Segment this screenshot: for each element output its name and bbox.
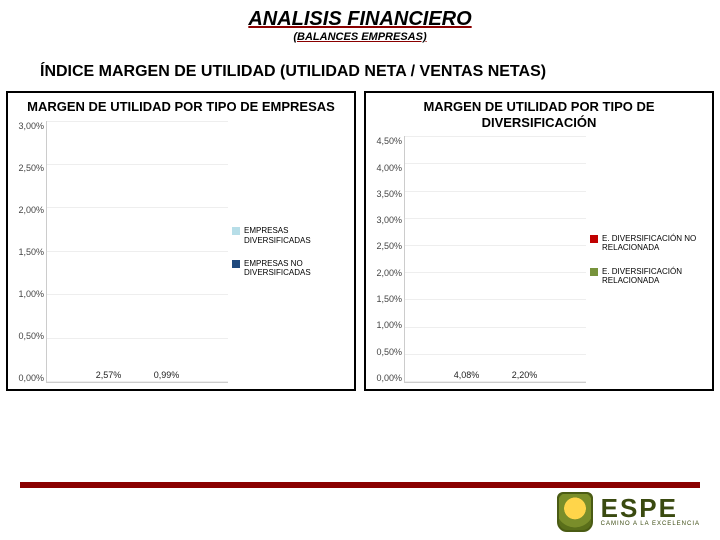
chart-left-bar-wrap: 2,57%	[87, 370, 131, 382]
chart-left-legend: EMPRESAS DIVERSIFICADAS EMPRESAS NO DIVER…	[228, 121, 348, 383]
chart-left-panel: MARGEN DE UTILIDAD POR TIPO DE EMPRESAS …	[6, 91, 356, 391]
chart-right-legend-item: E. DIVERSIFICACIÓN RELACIONADA	[590, 267, 706, 285]
chart-right-legend-item: E. DIVERSIFICACIÓN NO RELACIONADA	[590, 234, 706, 252]
chart-left-legend-label: EMPRESAS NO DIVERSIFICADAS	[244, 259, 348, 277]
charts-row: MARGEN DE UTILIDAD POR TIPO DE EMPRESAS …	[0, 91, 720, 391]
chart-right-bar-wrap: 4,08%	[445, 370, 489, 382]
footer-accent-bar	[20, 482, 700, 488]
chart-right-ytick: 0,50%	[372, 347, 402, 357]
legend-swatch-icon	[232, 227, 240, 235]
chart-left-ytick: 2,50%	[14, 163, 44, 173]
page-title: ANALISIS FINANCIERO	[0, 8, 720, 31]
chart-left-legend-item: EMPRESAS NO DIVERSIFICADAS	[232, 259, 348, 277]
chart-right-legend-label: E. DIVERSIFICACIÓN RELACIONADA	[602, 267, 706, 285]
chart-right-legend: E. DIVERSIFICACIÓN NO RELACIONADA E. DIVE…	[586, 136, 706, 383]
chart-right-area: 0,00% 0,50% 1,00% 1,50% 2,00% 2,50% 3,00% 3,50%…	[372, 136, 586, 383]
chart-left-legend-label: EMPRESAS DIVERSIFICADAS	[244, 226, 348, 244]
chart-left-ytick: 1,00%	[14, 289, 44, 299]
chart-right-ytick: 3,50%	[372, 189, 402, 199]
chart-right-ytick: 4,50%	[372, 136, 402, 146]
chart-right-ytick: 1,50%	[372, 294, 402, 304]
section-title: ÍNDICE MARGEN DE UTILIDAD (UTILIDAD NETA…	[40, 63, 680, 81]
chart-right-legend-label: E. DIVERSIFICACIÓN NO RELACIONADA	[602, 234, 706, 252]
org-tagline: CAMINO A LA EXCELENCIA	[601, 521, 700, 527]
chart-right-title: MARGEN DE UTILIDAD POR TIPO DE DIVERSIFI…	[372, 99, 706, 130]
legend-swatch-icon	[590, 268, 598, 276]
chart-right-bar-wrap: 2,20%	[503, 370, 547, 382]
legend-swatch-icon	[590, 235, 598, 243]
page-subtitle: (BALANCES EMPRESAS)	[0, 31, 720, 43]
chart-right-ytick: 1,00%	[372, 320, 402, 330]
org-text: ESPE CAMINO A LA EXCELENCIA	[601, 497, 700, 526]
chart-right-ytick: 2,50%	[372, 241, 402, 251]
chart-left-body: 0,00% 0,50% 1,00% 1,50% 2,00% 2,50% 3,00% 2,57…	[14, 121, 348, 383]
footer: ESPE CAMINO A LA EXCELENCIA	[0, 476, 720, 540]
chart-left-legend-item: EMPRESAS DIVERSIFICADAS	[232, 226, 348, 244]
chart-left-yticks: 0,00% 0,50% 1,00% 1,50% 2,00% 2,50% 3,00%	[14, 121, 46, 383]
chart-left-ytick: 1,50%	[14, 247, 44, 257]
chart-left-title: MARGEN DE UTILIDAD POR TIPO DE EMPRESAS	[14, 99, 348, 115]
chart-left-plot: 2,57% 0,99%	[46, 121, 228, 383]
chart-right-plot: 4,08% 2,20%	[404, 136, 586, 383]
chart-right-bar-label: 2,20%	[512, 370, 538, 380]
legend-swatch-icon	[232, 260, 240, 268]
chart-right-bar-label: 4,08%	[454, 370, 480, 380]
chart-right-ytick: 2,00%	[372, 268, 402, 278]
chart-right-body: 0,00% 0,50% 1,00% 1,50% 2,00% 2,50% 3,00% 3,50%…	[372, 136, 706, 383]
chart-right-ytick: 0,00%	[372, 373, 402, 383]
footer-logo: ESPE CAMINO A LA EXCELENCIA	[557, 492, 700, 532]
header: ANALISIS FINANCIERO (BALANCES EMPRESAS)	[0, 0, 720, 45]
chart-left-ytick: 3,00%	[14, 121, 44, 131]
chart-left-ytick: 2,00%	[14, 205, 44, 215]
chart-left-bar-label: 2,57%	[96, 370, 122, 380]
chart-left-bar-label: 0,99%	[154, 370, 180, 380]
chart-right-panel: MARGEN DE UTILIDAD POR TIPO DE DIVERSIFI…	[364, 91, 714, 391]
crest-icon	[557, 492, 593, 532]
chart-right-ytick: 3,00%	[372, 215, 402, 225]
org-name: ESPE	[601, 497, 700, 520]
chart-right-ytick: 4,00%	[372, 163, 402, 173]
chart-right-yticks: 0,00% 0,50% 1,00% 1,50% 2,00% 2,50% 3,00% 3,50%…	[372, 136, 404, 383]
chart-left-bar-wrap: 0,99%	[145, 370, 189, 382]
chart-left-ytick: 0,00%	[14, 373, 44, 383]
chart-left-ytick: 0,50%	[14, 331, 44, 341]
chart-left-area: 0,00% 0,50% 1,00% 1,50% 2,00% 2,50% 3,00% 2,57…	[14, 121, 228, 383]
chart-left-bars: 2,57% 0,99%	[47, 121, 228, 382]
chart-right-bars: 4,08% 2,20%	[405, 136, 586, 382]
